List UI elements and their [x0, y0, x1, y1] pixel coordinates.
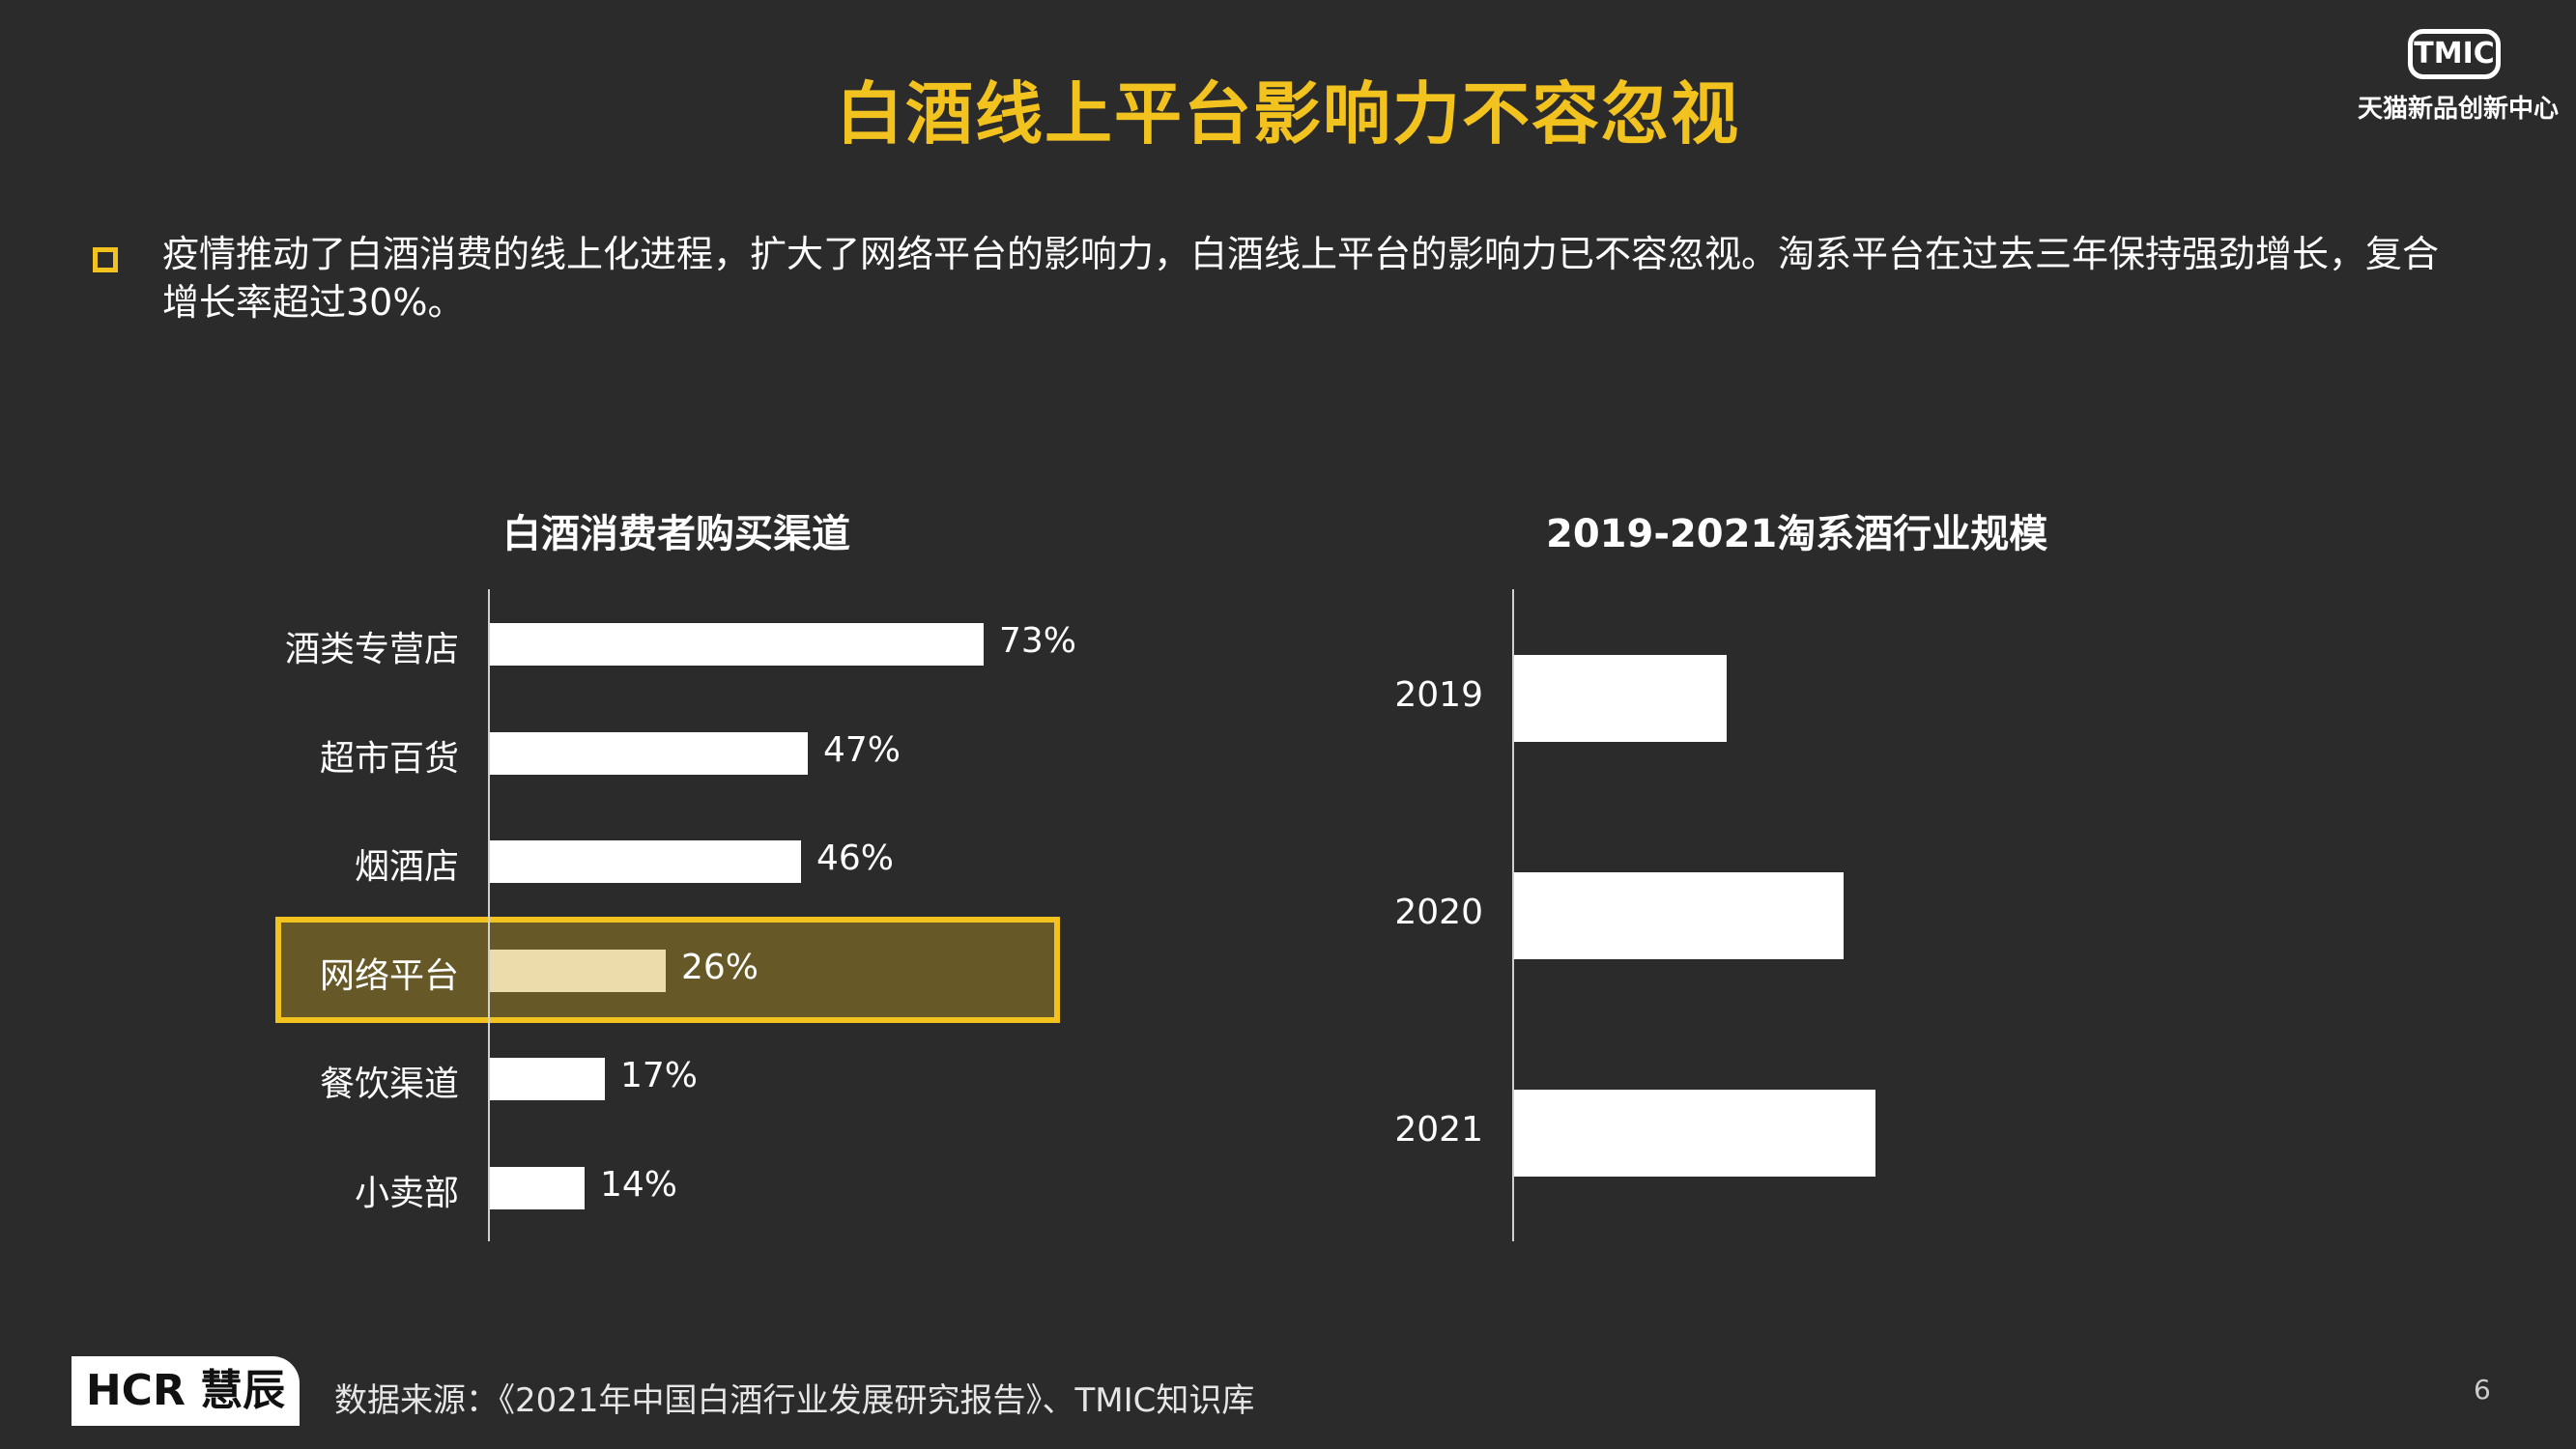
- channel-bar: [490, 731, 808, 775]
- online-platform-highlight: [275, 917, 1060, 1023]
- channel-bar: [490, 623, 984, 666]
- tmic-logo: TMIC 天猫新品创新中心: [2358, 21, 2560, 128]
- channel-label: 餐饮渠道: [319, 1065, 459, 1104]
- tmic-logo-mark: TMIC: [2408, 29, 2501, 79]
- channel-bar: [490, 1058, 605, 1100]
- scale-bar: [1514, 655, 1727, 742]
- page-title: 白酒线上平台影响力不容忽视: [836, 74, 1740, 154]
- channel-value-label: 17%: [620, 1056, 699, 1095]
- summary-text: 疫情推动了白酒消费的线上化进程，扩大了网络平台的影响力，白酒线上平台的影响力已不…: [162, 233, 2440, 324]
- year-label: 2019: [1394, 675, 1483, 715]
- scale-chart-axis: [1512, 589, 1514, 1241]
- channel-value-label: 14%: [600, 1164, 678, 1205]
- channel-label: 烟酒店: [354, 847, 459, 887]
- page-number: 6: [2474, 1374, 2491, 1406]
- channel-value-label: 73%: [999, 621, 1077, 661]
- channel-value-label: 47%: [823, 729, 902, 770]
- channel-bar: [490, 949, 666, 992]
- year-label: 2020: [1394, 893, 1483, 932]
- channel-label: 超市百货: [319, 738, 459, 779]
- channel-chart-title: 白酒消费者购买渠道: [502, 512, 850, 556]
- year-label: 2021: [1394, 1110, 1483, 1150]
- channel-label: 酒类专营店: [284, 630, 459, 669]
- data-source-note: 数据来源：《2021年中国白酒行业发展研究报告》、TMIC知识库: [334, 1381, 1255, 1420]
- channel-bar: [490, 1166, 585, 1209]
- bullet-square-icon: [93, 247, 118, 272]
- scale-bar: [1514, 872, 1844, 959]
- channel-bar: [490, 840, 801, 883]
- channel-value-label: 26%: [681, 947, 759, 987]
- channel-value-label: 46%: [816, 838, 895, 878]
- hcr-logo: HCR 慧辰: [72, 1356, 300, 1426]
- scale-bar: [1514, 1090, 1875, 1177]
- channel-chart-axis: [488, 589, 490, 1241]
- scale-chart-title: 2019-2021淘系酒行业规模: [1546, 512, 2048, 556]
- tmic-logo-name: 天猫新品创新中心: [2358, 95, 2560, 124]
- channel-label: 网络平台: [319, 955, 459, 996]
- channel-label: 小卖部: [354, 1173, 459, 1213]
